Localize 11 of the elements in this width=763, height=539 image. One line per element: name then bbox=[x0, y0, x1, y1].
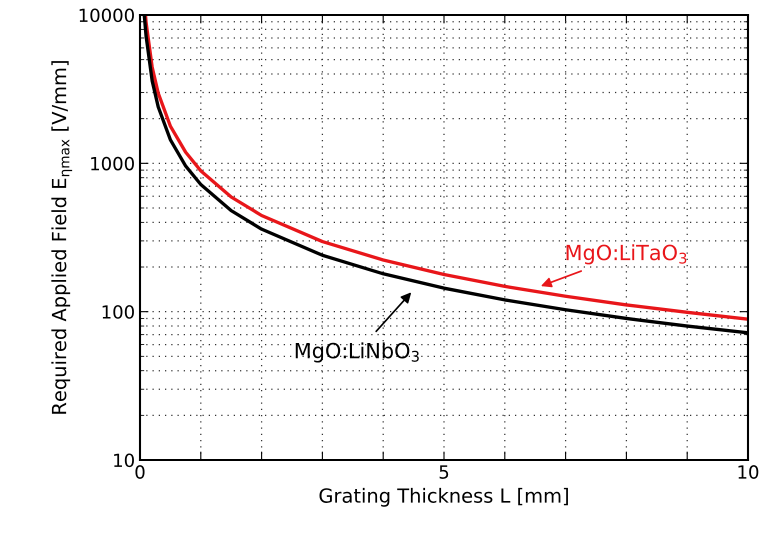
y-tick-label: 100 bbox=[102, 305, 134, 319]
y-axis-title: Required Applied Field E$_{ηmax}$ [V/mm] bbox=[51, 61, 72, 414]
y-tick-label: 1000 bbox=[91, 156, 134, 170]
x-tick-label: 10 bbox=[738, 465, 758, 479]
annotation: MgO:LiNbO$_{3}$ bbox=[296, 342, 419, 363]
x-axis-title: Grating Thickness L [mm] bbox=[319, 488, 568, 507]
y-tick-label: 10 bbox=[114, 453, 134, 468]
x-tick-label: 0 bbox=[135, 465, 145, 479]
x-tick-label: 5 bbox=[440, 465, 448, 479]
y-tick-label: 10000 bbox=[80, 8, 134, 22]
annotation: MgO:LiTaO$_{3}$ bbox=[566, 244, 686, 264]
